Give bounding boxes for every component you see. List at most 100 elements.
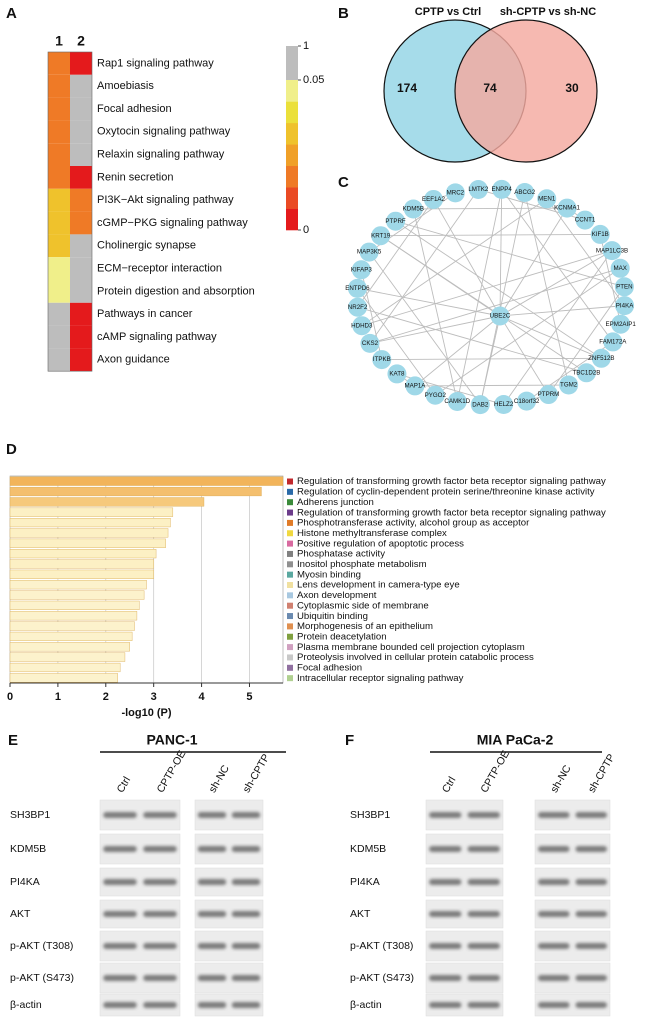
node-label: PI4KA — [616, 302, 634, 309]
row-label: Cholinergic synapse — [97, 240, 196, 252]
band — [231, 911, 261, 917]
row-label: AKT — [350, 908, 371, 920]
edge — [361, 198, 548, 327]
legend-label: Myosin binding — [297, 569, 361, 580]
heat-cell — [70, 348, 92, 372]
panel-letter: A — [6, 5, 17, 22]
legend-label: Positive regulation of apoptotic process — [297, 538, 464, 549]
row-label: Relaxin signaling pathway — [97, 149, 225, 161]
bar — [9, 621, 135, 631]
legend-swatch — [287, 540, 293, 547]
edge — [357, 288, 436, 396]
band — [467, 911, 500, 917]
node — [371, 226, 391, 246]
legend-swatch — [287, 499, 293, 506]
edge — [380, 233, 601, 237]
row-label: p-AKT (T308) — [350, 940, 413, 952]
band — [143, 1002, 177, 1008]
node-label: NR2F2 — [348, 304, 368, 311]
band — [103, 1002, 137, 1008]
heat-cell — [70, 302, 92, 326]
colorbar-label: 0.05 — [303, 74, 324, 86]
panel-letter: B — [338, 5, 349, 22]
band — [197, 1002, 227, 1008]
row-label: ECM−receptor interaction — [97, 263, 222, 275]
bar — [9, 631, 133, 641]
row-label: AKT — [10, 908, 31, 920]
band — [538, 911, 570, 917]
band — [575, 1002, 607, 1008]
legend-label: Plasma membrane bounded cell projection … — [297, 642, 525, 653]
node — [351, 260, 371, 280]
node — [492, 179, 512, 199]
band — [575, 975, 607, 981]
heat-cell — [48, 302, 70, 326]
band — [231, 879, 261, 885]
node — [494, 395, 514, 415]
edge — [357, 306, 587, 374]
band — [538, 1002, 570, 1008]
heat-cell — [70, 166, 92, 189]
node — [372, 350, 392, 370]
heat-cell — [48, 211, 70, 235]
node — [591, 348, 611, 368]
edge — [499, 189, 503, 317]
node — [614, 277, 634, 297]
node-label: ITPKB — [373, 356, 391, 363]
node — [602, 241, 622, 261]
band — [143, 975, 177, 981]
node-label: PTEN — [616, 283, 633, 290]
band — [197, 975, 227, 981]
edge — [434, 267, 621, 396]
venn-count: 30 — [565, 81, 579, 95]
row-label: β-actin — [10, 999, 42, 1011]
band — [538, 846, 570, 852]
edge — [433, 199, 501, 317]
band — [538, 975, 570, 981]
x-axis-title: -log10 (P) — [121, 707, 171, 719]
lane-label: CPTP-OE — [478, 748, 512, 794]
legend-label: Protein deacetylation — [297, 631, 387, 642]
row-label: SH3BP1 — [350, 809, 390, 821]
legend-label: Regulation of transforming growth factor… — [297, 507, 606, 518]
heat-cell — [70, 211, 92, 235]
bar — [9, 673, 118, 683]
legend-label: Ubiquitin binding — [297, 611, 368, 622]
heatmap-frame — [47, 51, 93, 372]
x-tick-label: 5 — [246, 691, 252, 703]
colorbar-label: 1 — [303, 40, 309, 52]
heat-cell — [48, 348, 70, 372]
bar — [9, 476, 284, 486]
lane-label: sh-NC — [207, 763, 232, 795]
heat-cell — [70, 325, 92, 349]
band — [231, 943, 261, 949]
band — [103, 911, 137, 917]
node — [352, 316, 372, 336]
node-label: EEF1A2 — [422, 196, 446, 203]
legend-swatch — [287, 550, 293, 557]
row-label: Focal adhesion — [97, 103, 172, 115]
bar — [9, 662, 121, 673]
blot-strip — [99, 993, 181, 1017]
heat-cell — [70, 120, 92, 144]
bar — [9, 611, 138, 621]
band — [467, 846, 500, 852]
node-label: KRT19 — [371, 232, 391, 239]
band — [467, 812, 500, 818]
legend-label: Lens development in camera-type eye — [297, 580, 460, 591]
colorbar-segment — [286, 101, 298, 124]
legend-label: Histone methyltransferase complex — [297, 528, 447, 539]
band — [197, 879, 227, 885]
node — [445, 183, 465, 203]
band — [143, 846, 177, 852]
band — [429, 846, 462, 852]
legend-label: Regulation of cyclin-dependent protein s… — [297, 487, 595, 498]
node — [603, 332, 623, 352]
node-label: DAB2 — [472, 401, 489, 408]
band — [429, 975, 462, 981]
band — [231, 1002, 261, 1008]
node — [468, 179, 488, 199]
node — [539, 385, 559, 405]
heat-cell — [70, 97, 92, 121]
